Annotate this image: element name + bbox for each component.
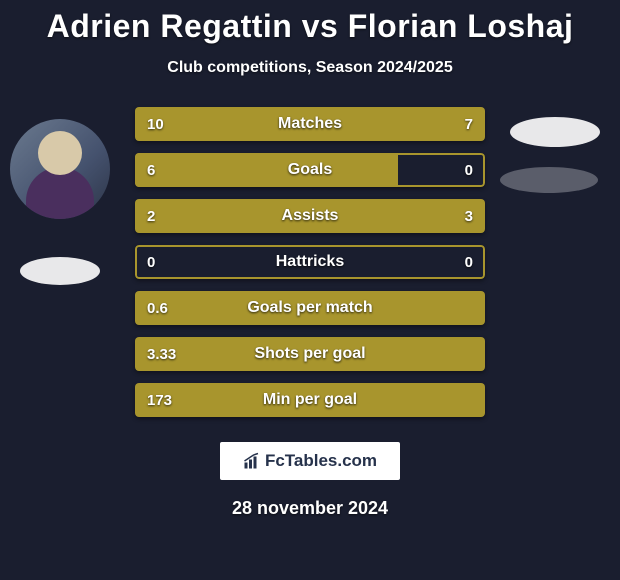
brand-text: FcTables.com	[265, 451, 377, 471]
stat-label: Assists	[135, 199, 485, 233]
player-left-club-badge	[20, 257, 100, 285]
date-label: 28 november 2024	[0, 498, 620, 519]
stat-row: 173Min per goal	[135, 383, 485, 417]
player-right-club-badge-1	[510, 117, 600, 147]
stat-label: Matches	[135, 107, 485, 141]
stat-row: 00Hattricks	[135, 245, 485, 279]
stat-row: 23Assists	[135, 199, 485, 233]
stat-row: 0.6Goals per match	[135, 291, 485, 325]
stat-row: 3.33Shots per goal	[135, 337, 485, 371]
stat-label: Goals per match	[135, 291, 485, 325]
stat-label: Hattricks	[135, 245, 485, 279]
brand-chart-icon	[243, 452, 261, 470]
stat-label: Min per goal	[135, 383, 485, 417]
page-title: Adrien Regattin vs Florian Loshaj	[0, 0, 620, 45]
comparison-panel: 107Matches 60Goals 23Assists 00Hattricks 0.6…	[0, 107, 620, 437]
stat-row: 107Matches	[135, 107, 485, 141]
page-subtitle: Club competitions, Season 2024/2025	[0, 59, 620, 77]
player-left-avatar	[10, 119, 110, 219]
stat-label: Goals	[135, 153, 485, 187]
brand-badge: FcTables.com	[220, 442, 400, 480]
stat-row: 60Goals	[135, 153, 485, 187]
stat-bars: 107Matches 60Goals 23Assists 00Hattricks 0.6…	[135, 107, 485, 429]
stat-label: Shots per goal	[135, 337, 485, 371]
player-right-club-badge-2	[500, 167, 598, 193]
